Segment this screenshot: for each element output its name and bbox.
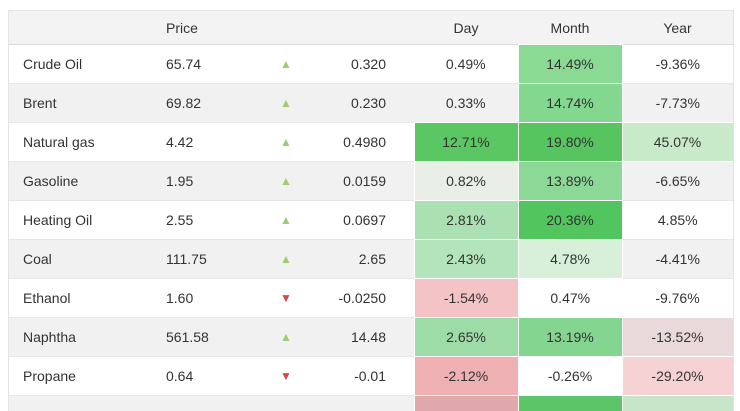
day-percent-cell: 12.71%: [413, 122, 519, 162]
commodity-name[interactable]: Brent: [23, 95, 57, 111]
price-value: 1.60: [166, 290, 194, 306]
table-row: Naphtha 561.58 ▲ 14.48 2.65% 13.19% -13.…: [9, 317, 733, 357]
year-percent-cell: 4.85%: [657, 212, 698, 228]
price-value: 561.58: [166, 329, 209, 345]
month-percent-cell: 13.19%: [517, 317, 623, 357]
day-percent-cell: 0.49%: [445, 56, 486, 72]
day-percent-cell: 0.33%: [445, 95, 486, 111]
month-percent-cell: 14.74%: [517, 83, 623, 123]
change-arrow-icon: ▲: [280, 213, 292, 227]
header-day: Day: [453, 19, 479, 36]
change-arrow-icon: ▲: [280, 330, 292, 344]
change-value: 0.0697: [343, 212, 386, 228]
change-value: 0.4980: [343, 134, 386, 150]
spacer: [386, 240, 414, 279]
change-value: 2.65: [358, 251, 386, 267]
month-percent-cell: [517, 395, 623, 411]
price-value: 111.75: [166, 251, 207, 267]
change-arrow-icon: ▲: [280, 57, 292, 71]
change-arrow-icon: ▲: [280, 96, 292, 110]
change-value: 14.48: [350, 329, 386, 345]
price-value: 1.95: [166, 173, 194, 189]
day-percent-cell: 2.43%: [413, 239, 519, 279]
table-row: Gasoline 1.95 ▲ 0.0159 0.82% 13.89% -6.6…: [9, 161, 733, 201]
commodity-name[interactable]: Natural gas: [23, 134, 95, 150]
commodity-name[interactable]: Propane: [23, 368, 76, 384]
table-row-partial: [9, 395, 733, 411]
month-percent-cell: 4.78%: [517, 239, 623, 279]
month-percent-cell: 19.80%: [517, 122, 623, 162]
table-row: Ethanol 1.60 ▼ -0.0250 -1.54% 0.47% -9.7…: [9, 278, 733, 318]
change-arrow-icon: ▲: [280, 174, 292, 188]
commodity-name: [9, 396, 166, 411]
commodity-name[interactable]: Coal: [23, 251, 52, 267]
year-percent-cell: -13.52%: [621, 317, 733, 357]
change-value: -0.0250: [338, 290, 386, 306]
commodity-name[interactable]: Gasoline: [23, 173, 79, 189]
header-row: Price Day Month Year: [9, 11, 733, 45]
change-value: 0.0159: [343, 173, 386, 189]
spacer: [386, 318, 414, 357]
table-row: Propane 0.64 ▼ -0.01 -2.12% -0.26% -29.2…: [9, 356, 733, 396]
price-value: 69.82: [166, 95, 202, 111]
header-month: Month: [550, 19, 590, 36]
day-percent-cell: [413, 395, 519, 411]
change-arrow-icon: ▼: [280, 291, 292, 305]
price-value: 65.74: [166, 56, 202, 72]
change-arrow-icon: ▲: [280, 252, 292, 266]
spacer: [386, 279, 414, 318]
day-percent-cell: 2.65%: [413, 317, 519, 357]
change-arrow-icon: ▲: [280, 135, 292, 149]
year-percent-cell: -9.36%: [655, 56, 700, 72]
year-percent-cell: -6.65%: [655, 173, 700, 189]
table-row: Coal 111.75 ▲ 2.65 2.43% 4.78% -4.41%: [9, 239, 733, 279]
price-value: [166, 396, 271, 411]
change-value: -0.01: [354, 368, 386, 384]
change-arrow-icon: [271, 396, 301, 411]
header-commodity: [9, 11, 166, 45]
commodity-name[interactable]: Naphtha: [23, 329, 76, 345]
table-row: Heating Oil 2.55 ▲ 0.0697 2.81% 20.36% 4…: [9, 200, 733, 240]
header-year: Year: [663, 19, 692, 36]
price-value: 0.64: [166, 368, 194, 384]
month-percent-cell: 0.47%: [550, 290, 591, 306]
month-percent-cell: 14.49%: [517, 44, 623, 84]
spacer: [386, 45, 414, 84]
commodity-name[interactable]: Ethanol: [23, 290, 71, 306]
year-percent-cell: 45.07%: [621, 122, 733, 162]
spacer: [386, 396, 414, 411]
year-percent-cell: -7.73%: [655, 95, 700, 111]
spacer: [386, 162, 414, 201]
year-percent-cell: [621, 395, 733, 411]
month-percent-cell: 20.36%: [517, 200, 623, 240]
spacer: [386, 123, 414, 162]
price-value: 2.55: [166, 212, 194, 228]
table-row: Natural gas 4.42 ▲ 0.4980 12.71% 19.80% …: [9, 122, 733, 162]
change-value: [301, 396, 386, 411]
table-row: Brent 69.82 ▲ 0.230 0.33% 14.74% -7.73%: [9, 83, 733, 123]
commodity-name[interactable]: Crude Oil: [23, 56, 83, 72]
commodities-table: Price Day Month Year Crude Oil 65.74 ▲ 0…: [8, 10, 734, 411]
year-percent-cell: -9.76%: [655, 290, 700, 306]
commodity-name[interactable]: Heating Oil: [23, 212, 93, 228]
spacer: [386, 84, 414, 123]
spacer: [386, 357, 414, 396]
year-percent-cell: -4.41%: [655, 251, 700, 267]
day-percent-cell: -1.54%: [413, 278, 519, 318]
header-price: Price: [166, 19, 198, 36]
day-percent-cell: 2.81%: [413, 200, 519, 240]
change-value: 0.230: [350, 95, 386, 111]
month-percent-cell: 13.89%: [517, 161, 623, 201]
price-table: Price Day Month Year Crude Oil 65.74 ▲ 0…: [9, 11, 733, 411]
table-row: Crude Oil 65.74 ▲ 0.320 0.49% 14.49% -9.…: [9, 44, 733, 84]
day-percent-cell: 0.82%: [413, 161, 519, 201]
spacer: [386, 201, 414, 240]
month-percent-cell: -0.26%: [547, 368, 593, 384]
price-value: 4.42: [166, 134, 194, 150]
year-percent-cell: -29.20%: [621, 356, 733, 396]
change-arrow-icon: ▼: [280, 369, 292, 383]
change-value: 0.320: [350, 56, 386, 72]
day-percent-cell: -2.12%: [413, 356, 519, 396]
